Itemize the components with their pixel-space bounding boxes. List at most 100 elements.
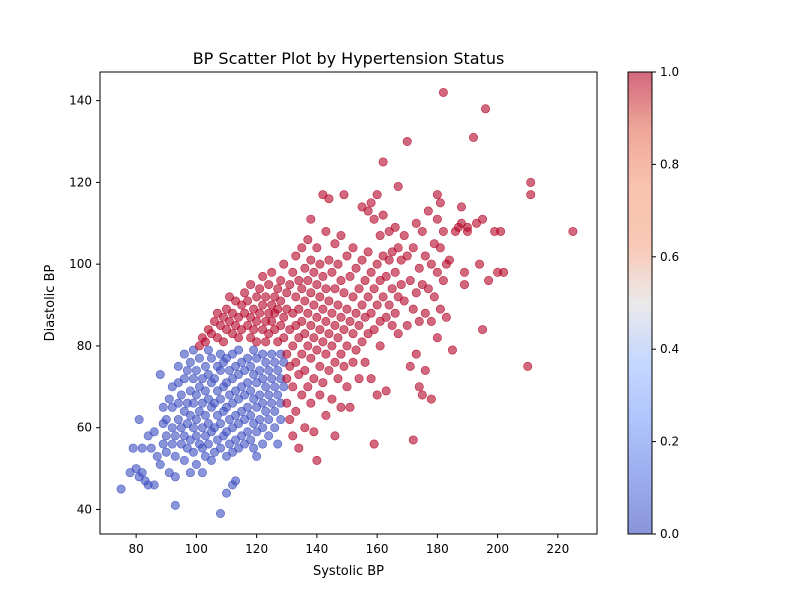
data-point-1-215 [390, 222, 400, 232]
data-point-1-54 [273, 304, 283, 314]
data-point-1-236 [411, 349, 421, 359]
data-point-1-100 [306, 214, 316, 224]
data-point-1-169 [351, 263, 361, 273]
data-point-1-264 [441, 312, 451, 322]
data-point-1-232 [408, 243, 418, 253]
data-point-0-26 [167, 423, 177, 433]
data-point-1-174 [354, 374, 364, 384]
data-point-1-31 [249, 325, 259, 335]
data-point-1-87 [297, 316, 307, 326]
data-point-1-95 [303, 235, 313, 245]
data-point-1-224 [399, 231, 409, 241]
data-point-1-118 [315, 325, 325, 335]
data-point-1-97 [303, 308, 313, 318]
data-point-0-32 [170, 431, 180, 441]
data-point-0-142 [243, 378, 253, 388]
data-point-1-178 [357, 337, 367, 347]
data-point-1-170 [351, 308, 361, 318]
data-point-1-125 [318, 378, 328, 388]
data-point-0-24 [164, 394, 174, 404]
data-point-0-100 [215, 365, 225, 375]
data-point-0-170 [264, 415, 274, 425]
x-tick-label: 140 [305, 542, 328, 556]
data-point-0-169 [264, 431, 274, 441]
data-point-1-57 [276, 296, 286, 306]
data-point-0-30 [170, 472, 180, 482]
data-point-0-55 [188, 423, 198, 433]
data-point-0-77 [200, 361, 210, 371]
y-tick-label: 60 [77, 421, 92, 435]
data-point-1-148 [333, 374, 343, 384]
data-point-1-265 [444, 255, 454, 265]
data-point-1-130 [321, 410, 331, 420]
data-point-1-244 [420, 308, 430, 318]
data-point-1-164 [345, 402, 355, 412]
data-point-1-131 [324, 194, 334, 204]
data-point-1-281 [484, 276, 494, 286]
data-point-1-255 [432, 267, 442, 277]
data-point-1-272 [459, 280, 469, 290]
data-point-1-262 [438, 276, 448, 286]
data-point-1-105 [306, 398, 316, 408]
x-tick-label: 220 [546, 542, 569, 556]
data-point-0-147 [246, 361, 256, 371]
data-point-0-182 [273, 365, 283, 375]
data-point-1-157 [339, 361, 349, 371]
data-point-1-248 [426, 259, 436, 269]
data-point-1-234 [411, 218, 421, 228]
data-point-1-278 [478, 214, 488, 224]
data-point-1-98 [303, 341, 313, 351]
x-tick-label: 160 [366, 542, 389, 556]
data-point-1-136 [327, 267, 337, 277]
data-point-0-158 [255, 415, 265, 425]
data-point-0-19 [158, 402, 168, 412]
data-point-0-171 [264, 390, 274, 400]
data-point-1-80 [294, 276, 304, 286]
data-point-0-146 [246, 386, 256, 396]
data-point-1-110 [309, 427, 319, 437]
data-point-1-69 [285, 415, 295, 425]
data-point-1-242 [417, 390, 427, 400]
data-point-1-44 [264, 280, 274, 290]
data-point-1-153 [336, 402, 346, 412]
data-point-1-211 [384, 300, 394, 310]
data-point-1-127 [321, 284, 331, 294]
data-point-1-206 [381, 271, 391, 281]
data-point-1-103 [306, 320, 316, 330]
data-point-1-288 [526, 177, 536, 187]
data-point-1-115 [312, 455, 322, 465]
data-point-0-144 [246, 435, 256, 445]
chart-title: BP Scatter Plot by Hypertension Status [193, 49, 505, 68]
data-point-1-79 [291, 406, 301, 416]
data-point-1-86 [297, 284, 307, 294]
data-point-1-109 [309, 374, 319, 384]
data-point-1-84 [294, 443, 304, 453]
data-point-0-67 [194, 353, 204, 363]
data-point-1-129 [321, 349, 331, 359]
data-point-1-179 [360, 276, 370, 286]
data-point-0-183 [276, 415, 286, 425]
data-point-1-239 [414, 382, 424, 392]
data-point-1-289 [568, 226, 578, 236]
data-point-1-217 [390, 308, 400, 318]
data-point-1-10 [219, 337, 229, 347]
data-point-0-148 [249, 443, 259, 453]
colorbar-ticks: 0.0 0.2 0.4 0.6 0.8 1.0 [652, 65, 679, 541]
data-point-1-139 [327, 394, 337, 404]
data-point-0-17 [158, 439, 168, 449]
data-point-1-229 [405, 276, 415, 286]
data-point-1-231 [408, 435, 418, 445]
data-point-1-184 [363, 292, 373, 302]
data-point-1-116 [315, 259, 325, 269]
y-axis-ticks: 40 60 80 100 120 140 [69, 94, 100, 516]
data-point-1-108 [309, 333, 319, 343]
data-point-0-68 [197, 468, 207, 478]
data-point-0-145 [246, 410, 256, 420]
data-point-0-180 [273, 439, 283, 449]
data-point-0-96 [215, 509, 225, 519]
data-point-1-65 [282, 398, 292, 408]
data-point-0-0 [116, 484, 126, 494]
data-point-1-167 [348, 329, 358, 339]
data-point-0-12 [149, 480, 159, 490]
data-point-1-137 [327, 308, 337, 318]
